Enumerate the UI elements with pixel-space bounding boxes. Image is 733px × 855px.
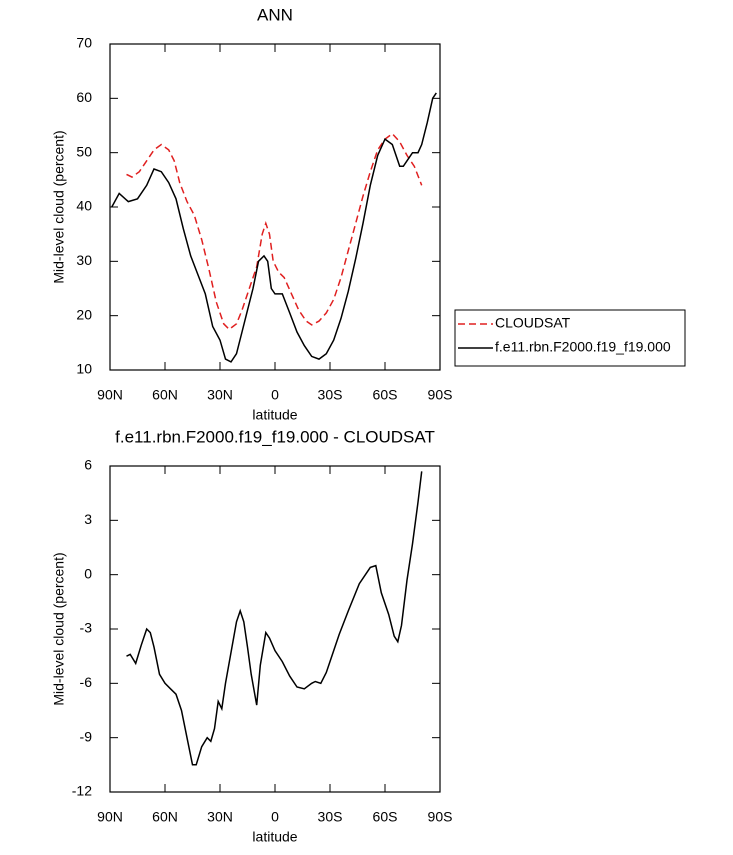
y-tick-label: -3 <box>80 620 93 636</box>
x-axis-label: latitude <box>252 407 297 423</box>
x-tick-label: 30N <box>207 809 233 825</box>
data-line <box>126 471 423 766</box>
y-tick-label: 30 <box>76 252 92 268</box>
y-tick-label: 70 <box>76 35 92 51</box>
y-tick-label: 10 <box>76 361 92 377</box>
y-tick-label: 0 <box>84 565 92 581</box>
x-tick-label: 90S <box>428 809 453 825</box>
x-tick-label: 30S <box>318 809 343 825</box>
x-tick-label: 60S <box>373 809 398 825</box>
x-tick-label: 30S <box>318 387 343 403</box>
x-tick-label: 0 <box>271 387 279 403</box>
x-tick-label: 0 <box>271 809 279 825</box>
y-axis-label: Mid-level cloud (percent) <box>51 552 67 705</box>
legend-label: f.e11.rbn.F2000.f19_f19.000 <box>495 339 671 355</box>
y-tick-label: 50 <box>76 143 92 159</box>
legend-label: CLOUDSAT <box>495 315 571 331</box>
x-tick-label: 30N <box>207 387 233 403</box>
x-tick-label: 90S <box>428 387 453 403</box>
x-axis-label: latitude <box>252 829 297 845</box>
y-tick-label: -6 <box>80 674 93 690</box>
plot-frame <box>109 465 441 793</box>
x-tick-label: 90N <box>97 809 123 825</box>
data-line <box>111 92 437 363</box>
y-tick-label: -9 <box>80 728 93 744</box>
y-tick-label: 40 <box>76 198 92 214</box>
y-axis-label: Mid-level cloud (percent) <box>51 130 67 283</box>
chart-title: f.e11.rbn.F2000.f19_f19.000 - CLOUDSAT <box>115 427 435 446</box>
x-tick-label: 60N <box>152 387 178 403</box>
x-tick-label: 60S <box>373 387 398 403</box>
y-tick-label: -12 <box>72 783 92 799</box>
x-tick-label: 60N <box>152 809 178 825</box>
plot-frame <box>109 43 441 371</box>
y-tick-label: 20 <box>76 306 92 322</box>
y-tick-label: 60 <box>76 89 92 105</box>
x-tick-label: 90N <box>97 387 123 403</box>
y-tick-label: 3 <box>84 511 92 527</box>
chart-title: ANN <box>257 5 293 24</box>
data-line <box>126 132 423 331</box>
legend-box <box>454 309 686 367</box>
y-tick-label: 6 <box>84 457 92 473</box>
